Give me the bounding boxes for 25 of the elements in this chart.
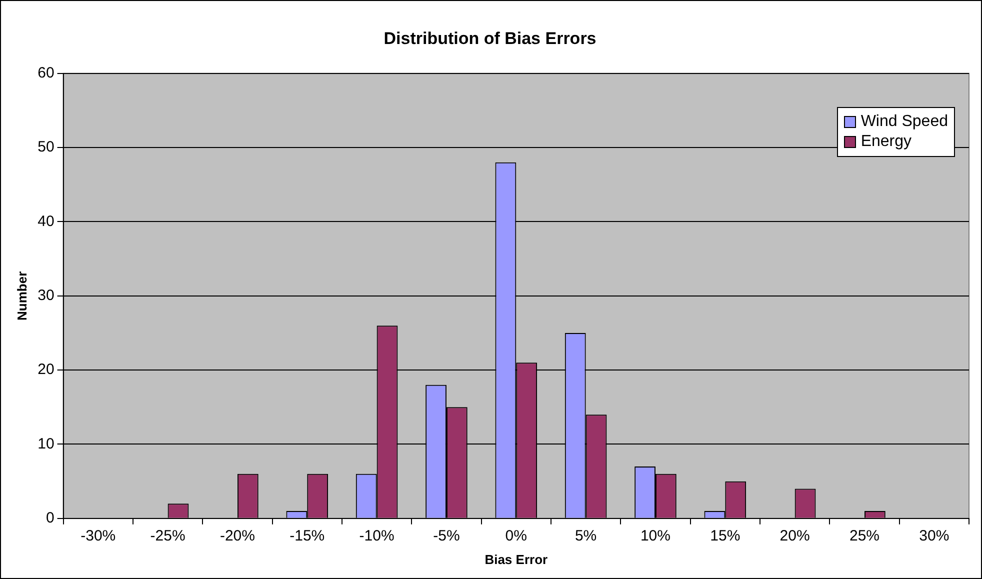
- x-tick-label: -25%: [150, 528, 186, 545]
- x-tick-label: -30%: [80, 528, 116, 545]
- x-tick-label: -5%: [433, 528, 460, 545]
- y-tick-label: 10: [38, 435, 54, 452]
- y-tick-label: 20: [38, 361, 54, 378]
- legend-label: Wind Speed: [860, 113, 948, 131]
- y-tick-label: 0: [46, 510, 54, 527]
- y-tick-label: 60: [38, 64, 54, 82]
- x-tick-label: 10%: [640, 528, 670, 545]
- y-tick-label: 40: [38, 212, 54, 230]
- x-tick-label: 15%: [710, 528, 740, 545]
- chart-title: Distribution of Bias Errors: [384, 28, 596, 48]
- x-tick-label: 5%: [574, 528, 597, 545]
- x-tick-label: 25%: [849, 528, 880, 545]
- y-tick-label: 50: [38, 138, 54, 156]
- x-axis-title: Bias Error: [484, 552, 548, 567]
- x-tick-label: -10%: [359, 528, 394, 545]
- y-axis-title: Number: [14, 271, 30, 320]
- x-tick-label: 30%: [919, 528, 950, 545]
- x-tick-label: -15%: [290, 528, 325, 545]
- y-tick-label: 30: [38, 287, 54, 304]
- x-tick-label: 20%: [780, 528, 810, 545]
- x-tick-label: 0%: [505, 528, 527, 545]
- legend-label: Energy: [860, 133, 912, 151]
- x-tick-label: -20%: [220, 528, 255, 545]
